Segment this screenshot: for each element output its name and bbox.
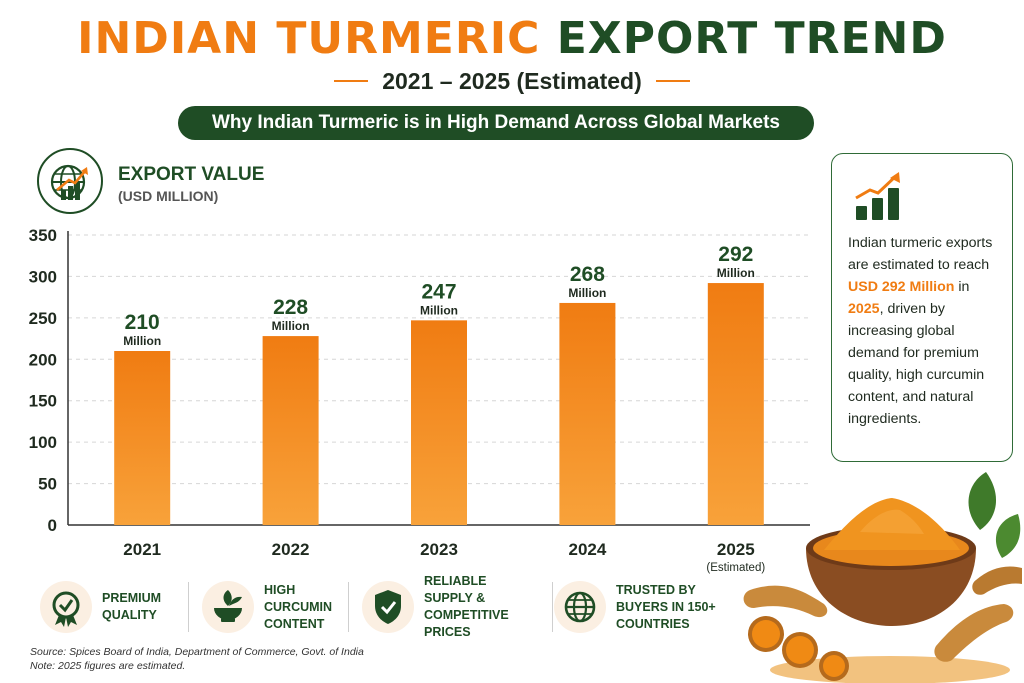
shield-check-icon — [362, 581, 414, 633]
summary-card: Indian turmeric exports are estimated to… — [831, 153, 1013, 462]
bar — [411, 320, 467, 525]
x-tick-label: 2024 — [568, 540, 606, 559]
y-tick-label: 100 — [29, 433, 57, 452]
y-tick-label: 50 — [38, 475, 57, 494]
summary-highlight-amount: USD 292 Million — [848, 279, 955, 295]
bar — [114, 351, 171, 525]
x-tick-label: 2025 — [717, 540, 755, 559]
globe-icon — [554, 581, 606, 633]
turmeric-bowl-image — [743, 472, 1022, 683]
quality-badge-icon — [40, 581, 92, 633]
data-label-value: 268 — [570, 263, 605, 286]
labels: 210Million2021228Million2022247Million20… — [123, 243, 765, 574]
export-value-unit: (USD MILLION) — [118, 188, 219, 204]
x-tick-label: 2021 — [123, 540, 161, 559]
y-tick-label: 300 — [29, 267, 57, 286]
data-label-unit: Million — [123, 334, 161, 348]
y-tick-label: 200 — [29, 350, 57, 369]
feature-label: TRUSTED BY BUYERS IN 150+ COUNTRIES — [616, 582, 716, 631]
x-tick-label: 2023 — [420, 540, 458, 559]
feature-premium-quality: PREMIUM QUALITY — [40, 572, 190, 642]
data-label-value: 228 — [273, 296, 308, 319]
feature-trusted-buyers: TRUSTED BY BUYERS IN 150+ COUNTRIES — [554, 572, 734, 642]
data-label-unit: Million — [568, 286, 606, 300]
feature-reliable-supply: RELIABLE SUPPLY & COMPETITIVE PRICES — [362, 572, 552, 642]
data-label-value: 292 — [718, 243, 753, 266]
bars — [114, 283, 764, 525]
title-part-1: INDIAN TURMERIC — [77, 13, 541, 64]
bar — [559, 302, 616, 525]
feature-divider — [552, 582, 553, 632]
data-label-unit: Million — [717, 266, 755, 280]
x-tick-label: 2022 — [272, 540, 310, 559]
note-line: Note: 2025 figures are estimated. — [30, 660, 186, 672]
summary-text: Indian turmeric exports are estimated to… — [848, 232, 1008, 430]
bar — [262, 336, 319, 525]
subtitle: 2021 – 2025 (Estimated) — [0, 66, 1024, 96]
bar — [707, 283, 764, 525]
data-label-unit: Million — [420, 303, 458, 317]
source-note: Source: Spices Board of India, Departmen… — [30, 645, 364, 673]
bar-growth-icon — [852, 168, 912, 224]
y-tick-label: 250 — [29, 309, 57, 328]
mortar-leaf-icon — [202, 581, 254, 633]
data-label-value: 210 — [125, 311, 160, 334]
x-tick-note: (Estimated) — [706, 562, 765, 574]
y-tick-label: 150 — [29, 392, 57, 411]
y-tick-label: 0 — [48, 516, 57, 535]
globe-growth-icon — [37, 148, 103, 214]
data-label-value: 247 — [421, 280, 456, 303]
title-part-2: EXPORT TREND — [556, 13, 947, 64]
export-value-title: EXPORT VALUE — [118, 164, 265, 185]
subtitle-rule-right — [655, 80, 690, 82]
data-label-unit: Million — [272, 319, 310, 333]
feature-high-curcumin: HIGH CURCUMIN CONTENT — [202, 572, 362, 642]
feature-divider — [188, 582, 189, 632]
feature-divider — [348, 582, 349, 632]
summary-text-after: , driven by increasing global demand for… — [848, 301, 985, 427]
summary-highlight-year: 2025 — [848, 301, 880, 317]
feature-label: PREMIUM QUALITY — [102, 591, 162, 622]
summary-connector: in — [958, 279, 970, 295]
banner: Why Indian Turmeric is in High Demand Ac… — [178, 106, 814, 140]
page-title: INDIAN TURMERIC EXPORT TREND — [0, 12, 1024, 66]
source-line: Source: Spices Board of India, Departmen… — [30, 646, 364, 658]
feature-strip: PREMIUM QUALITY HIGH CURCUMIN CONTENT RE… — [30, 572, 730, 642]
subtitle-rule-left — [334, 80, 369, 82]
feature-label: RELIABLE SUPPLY & COMPETITIVE PRICES — [424, 574, 509, 639]
summary-text-before: Indian turmeric exports are estimated to… — [848, 235, 993, 273]
y-tick-label: 350 — [29, 226, 57, 245]
feature-label: HIGH CURCUMIN CONTENT — [264, 582, 333, 631]
subtitle-text: 2021 – 2025 (Estimated) — [382, 67, 642, 94]
